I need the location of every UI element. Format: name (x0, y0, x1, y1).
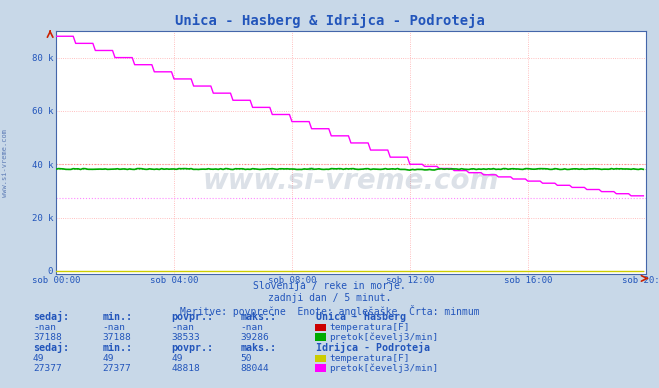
Text: 88044: 88044 (241, 364, 270, 372)
Text: sedaj:: sedaj: (33, 311, 69, 322)
Text: povpr.:: povpr.: (171, 343, 214, 353)
Text: 37188: 37188 (33, 333, 62, 341)
Text: 27377: 27377 (33, 364, 62, 372)
Text: zadnji dan / 5 minut.: zadnji dan / 5 minut. (268, 293, 391, 303)
Text: www.si-vreme.com: www.si-vreme.com (203, 167, 499, 196)
Text: Idrijca - Podroteja: Idrijca - Podroteja (316, 342, 430, 353)
Text: -nan: -nan (102, 323, 125, 332)
Text: www.si-vreme.com: www.si-vreme.com (2, 129, 9, 197)
Text: Slovenija / reke in morje.: Slovenija / reke in morje. (253, 281, 406, 291)
Text: Unica - Hasberg: Unica - Hasberg (316, 312, 407, 322)
Text: -nan: -nan (241, 323, 264, 332)
Text: 48818: 48818 (171, 364, 200, 372)
Text: 49: 49 (171, 354, 183, 363)
Text: maks.:: maks.: (241, 343, 277, 353)
Text: sedaj:: sedaj: (33, 342, 69, 353)
Text: 49: 49 (102, 354, 113, 363)
Text: 38533: 38533 (171, 333, 200, 341)
Text: -nan: -nan (171, 323, 194, 332)
Text: 50: 50 (241, 354, 252, 363)
Text: -nan: -nan (33, 323, 56, 332)
Text: maks.:: maks.: (241, 312, 277, 322)
Text: 49: 49 (33, 354, 44, 363)
Text: 39286: 39286 (241, 333, 270, 341)
Text: pretok[čevelj3/min]: pretok[čevelj3/min] (330, 363, 439, 372)
Text: min.:: min.: (102, 343, 132, 353)
Text: povpr.:: povpr.: (171, 312, 214, 322)
Text: min.:: min.: (102, 312, 132, 322)
Text: 37188: 37188 (102, 333, 131, 341)
Text: temperatura[F]: temperatura[F] (330, 354, 410, 363)
Text: 27377: 27377 (102, 364, 131, 372)
Text: Unica - Hasberg & Idrijca - Podroteja: Unica - Hasberg & Idrijca - Podroteja (175, 14, 484, 28)
Text: Meritve: povprečne  Enote: anglešaške  Črta: minmum: Meritve: povprečne Enote: anglešaške Črt… (180, 305, 479, 317)
Text: temperatura[F]: temperatura[F] (330, 323, 410, 332)
Text: pretok[čevelj3/min]: pretok[čevelj3/min] (330, 332, 439, 341)
